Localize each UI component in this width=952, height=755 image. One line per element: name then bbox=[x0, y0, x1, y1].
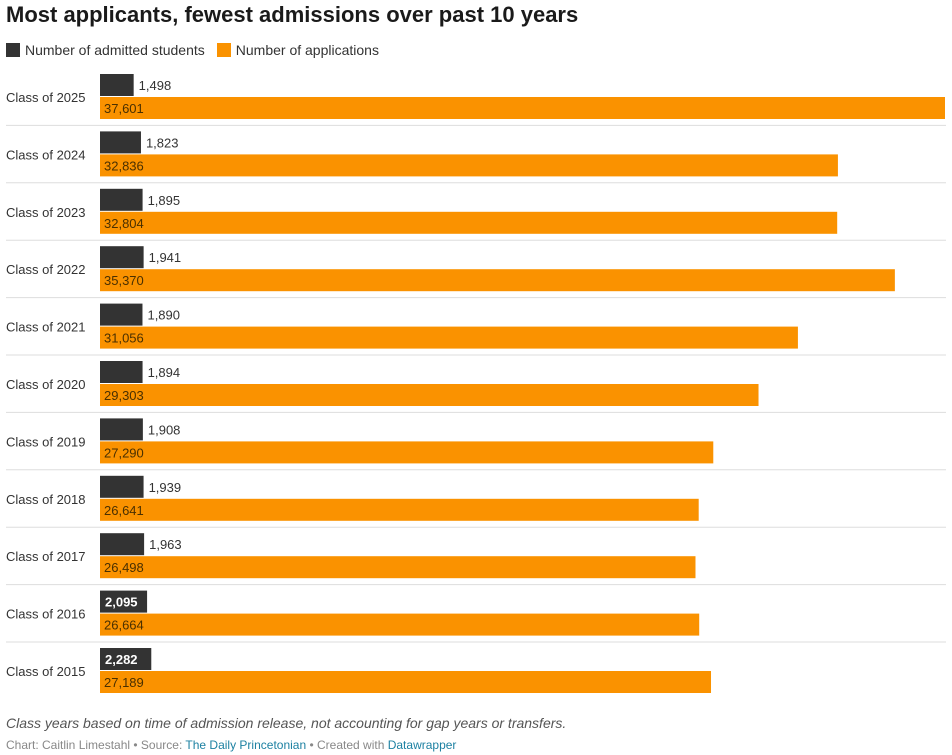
admitted-value-label-class-of-2024: 1,823 bbox=[146, 135, 179, 150]
admitted-bar-class-of-2017 bbox=[100, 533, 145, 556]
admitted-bar-class-of-2015 bbox=[100, 648, 152, 670]
applications-bar-class-of-2022 bbox=[100, 269, 895, 292]
admitted-bar-class-of-2022 bbox=[100, 246, 144, 269]
category-label-class-of-2019: Class of 2019 bbox=[6, 434, 86, 449]
byline-source-prefix: • Source: bbox=[130, 738, 186, 752]
applications-value-label-class-of-2025: 37,601 bbox=[104, 101, 144, 116]
admitted-value-label-class-of-2025: 1,498 bbox=[139, 78, 172, 93]
admitted-value-label-class-of-2017: 1,963 bbox=[149, 537, 182, 552]
applications-bar-class-of-2019 bbox=[100, 441, 714, 464]
admitted-bar-class-of-2019 bbox=[100, 418, 143, 441]
applications-bar-class-of-2020 bbox=[100, 384, 759, 406]
admitted-value-label-class-of-2018: 1,939 bbox=[149, 480, 182, 495]
applications-bar-class-of-2021 bbox=[100, 326, 798, 349]
source-link[interactable]: The Daily Princetonian bbox=[185, 738, 307, 752]
admitted-value-label-class-of-2019: 1,908 bbox=[148, 422, 181, 437]
category-label-class-of-2023: Class of 2023 bbox=[6, 205, 86, 220]
admitted-bar-class-of-2023 bbox=[100, 188, 143, 211]
applications-bar-class-of-2017 bbox=[100, 556, 696, 579]
category-label-class-of-2022: Class of 2022 bbox=[6, 262, 86, 277]
legend-swatch-applications bbox=[216, 43, 231, 57]
legend-item-applications: Number of applications bbox=[216, 42, 379, 58]
category-label-class-of-2017: Class of 2017 bbox=[6, 549, 86, 564]
applications-bar-class-of-2016 bbox=[100, 613, 700, 636]
admitted-bar-class-of-2021 bbox=[100, 303, 143, 326]
category-label-class-of-2021: Class of 2021 bbox=[6, 320, 86, 335]
category-label-class-of-2018: Class of 2018 bbox=[6, 492, 86, 507]
chart-notes: Class years based on time of admission r… bbox=[6, 715, 567, 731]
applications-bar-class-of-2025 bbox=[100, 97, 945, 119]
admitted-bar-class-of-2024 bbox=[100, 131, 141, 154]
admitted-bar-class-of-2020 bbox=[100, 361, 143, 383]
admitted-value-label-class-of-2021: 1,890 bbox=[147, 308, 180, 323]
applications-value-label-class-of-2023: 32,804 bbox=[104, 216, 144, 231]
legend-item-admitted: Number of admitted students bbox=[6, 42, 205, 58]
category-label-class-of-2015: Class of 2015 bbox=[6, 664, 86, 679]
admitted-value-label-class-of-2016: 2,095 bbox=[105, 595, 138, 610]
category-label-class-of-2016: Class of 2016 bbox=[6, 607, 86, 622]
admitted-value-label-class-of-2020: 1,894 bbox=[148, 365, 181, 380]
admitted-bar-class-of-2018 bbox=[100, 475, 144, 498]
byline: Chart: Caitlin Limestahl • Source: The D… bbox=[6, 738, 456, 752]
legend-label-applications: Number of applications bbox=[235, 42, 379, 58]
admitted-value-label-class-of-2023: 1,895 bbox=[148, 193, 181, 208]
applications-value-label-class-of-2022: 35,370 bbox=[104, 273, 144, 288]
admitted-bar-class-of-2016 bbox=[100, 590, 148, 613]
applications-value-label-class-of-2020: 29,303 bbox=[104, 388, 144, 403]
admitted-value-label-class-of-2015: 2,282 bbox=[105, 652, 138, 667]
category-label-class-of-2020: Class of 2020 bbox=[6, 377, 86, 392]
applications-bar-class-of-2024 bbox=[100, 154, 838, 177]
applications-value-label-class-of-2021: 31,056 bbox=[104, 331, 144, 346]
datawrapper-link[interactable]: Datawrapper bbox=[387, 738, 457, 752]
applications-value-label-class-of-2015: 27,189 bbox=[104, 675, 144, 690]
byline-author: Chart: Caitlin Limestahl bbox=[6, 738, 131, 752]
bar-chart: Class of 2025 1,498 37,601 Class of 2024 1,8… bbox=[6, 74, 946, 693]
applications-value-label-class-of-2016: 26,664 bbox=[104, 618, 144, 633]
chart-title: Most applicants, fewest admissions over … bbox=[6, 2, 579, 27]
applications-value-label-class-of-2019: 27,290 bbox=[104, 445, 144, 460]
applications-bar-class-of-2015 bbox=[100, 671, 712, 693]
category-label-class-of-2024: Class of 2024 bbox=[6, 147, 86, 162]
admitted-value-label-class-of-2022: 1,941 bbox=[149, 250, 182, 265]
legend: Number of admitted students Number of ap… bbox=[6, 42, 391, 58]
admitted-bar-class-of-2025 bbox=[100, 74, 134, 96]
legend-swatch-admitted bbox=[6, 43, 20, 57]
applications-value-label-class-of-2024: 32,836 bbox=[104, 158, 144, 173]
applications-value-label-class-of-2018: 26,641 bbox=[104, 503, 144, 518]
category-label-class-of-2025: Class of 2025 bbox=[6, 90, 86, 105]
applications-value-label-class-of-2017: 26,498 bbox=[104, 560, 144, 575]
applications-bar-class-of-2023 bbox=[100, 211, 838, 234]
applications-bar-class-of-2018 bbox=[100, 498, 699, 521]
byline-tool-prefix: • Created with bbox=[306, 738, 388, 752]
legend-label-admitted: Number of admitted students bbox=[25, 42, 205, 58]
